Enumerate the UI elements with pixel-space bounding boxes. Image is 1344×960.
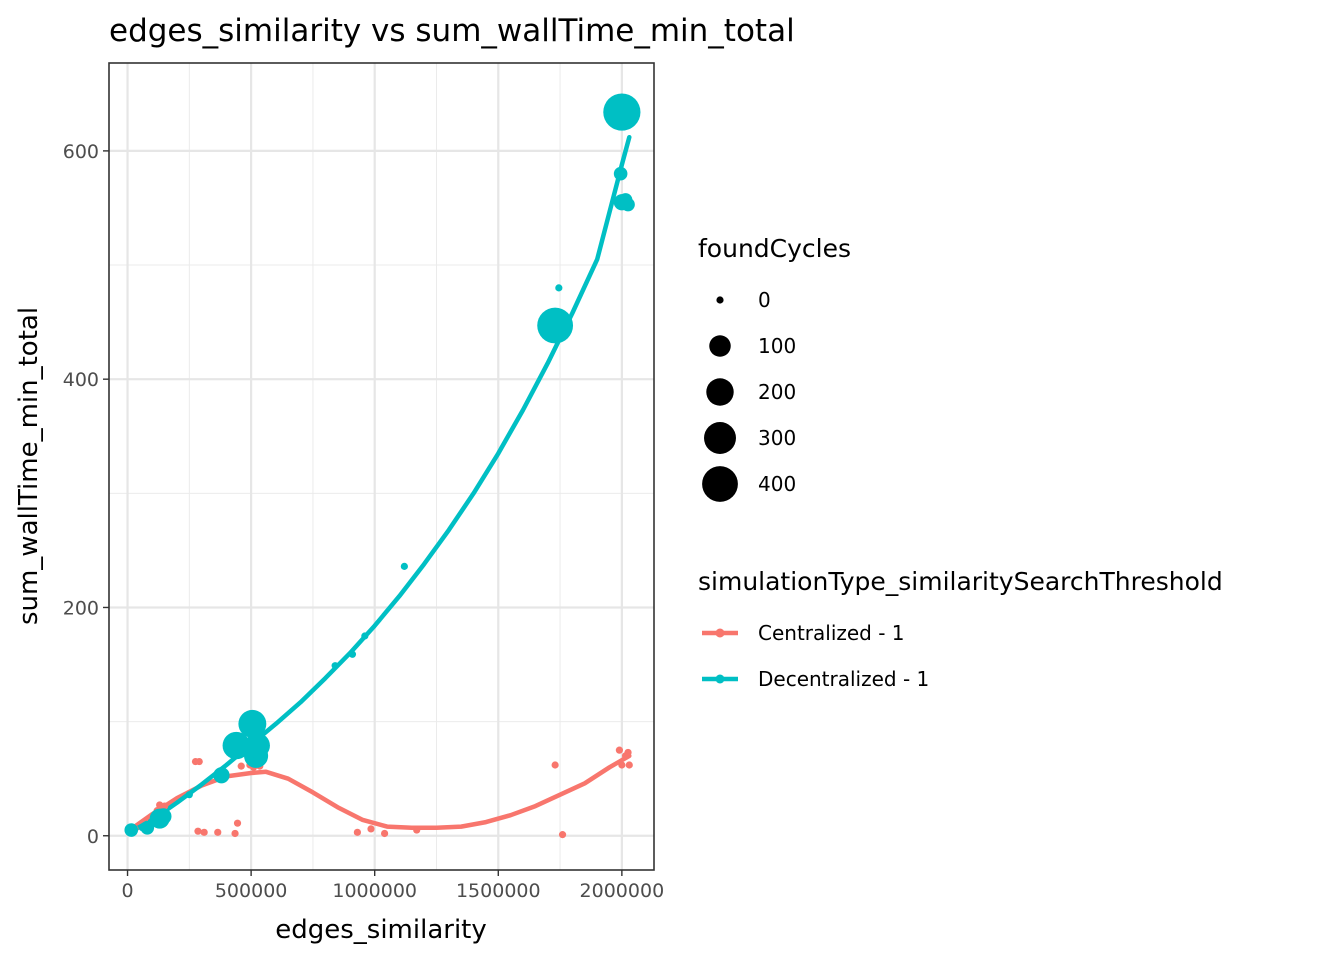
plot-background [109, 63, 654, 870]
x-axis-title: edges_similarity [275, 915, 487, 945]
data-point [537, 307, 574, 344]
data-point [130, 827, 138, 835]
size-legend-label: 0 [758, 288, 771, 312]
size-legend-key [716, 296, 724, 304]
y-tick-label: 0 [87, 826, 99, 848]
x-tick-label: 1500000 [456, 880, 541, 902]
data-point [551, 761, 559, 769]
data-point [161, 802, 169, 810]
size-legend-label: 200 [758, 380, 796, 404]
data-point [558, 831, 567, 839]
size-legend-key [702, 466, 738, 502]
color-legend-dot [715, 628, 725, 638]
data-point [237, 762, 245, 770]
data-point [613, 166, 628, 181]
size-legend-key [706, 378, 734, 406]
data-point [361, 632, 369, 640]
data-point [155, 808, 172, 825]
data-point [238, 709, 267, 738]
color-legend-label: Decentralized - 1 [758, 667, 929, 691]
data-point [200, 828, 208, 836]
size-legend-label: 100 [758, 334, 796, 358]
data-point [615, 746, 623, 754]
y-axis-title: sum_wallTime_min_total [14, 307, 44, 625]
color-legend: simulationType_similaritySearchThreshold… [698, 567, 1223, 691]
data-point [555, 284, 563, 292]
data-point [367, 825, 375, 833]
data-point [194, 827, 202, 835]
y-axis: 0 200 400 600 [63, 141, 109, 848]
smooth-line [127, 753, 632, 833]
size-legend-title: foundCycles [698, 234, 851, 263]
data-point [231, 829, 239, 838]
x-tick-label: 2000000 [580, 880, 665, 902]
data-point [624, 748, 632, 757]
plot-panel [108, 62, 655, 871]
color-legend-title: simulationType_similaritySearchThreshold [698, 567, 1223, 596]
data-point [621, 197, 635, 212]
plot-border [108, 62, 655, 871]
data-point [603, 93, 641, 131]
color-legend-items: Centralized - 1 Decentralized - 1 [702, 621, 929, 691]
data-point [222, 731, 251, 760]
x-axis: 0 500000 1000000 1500000 2000000 [121, 870, 664, 902]
data-point [213, 767, 230, 784]
color-legend-dot [715, 674, 725, 684]
data-point [348, 650, 357, 658]
size-legend-items: 0 100 200 300 400 [702, 288, 796, 502]
y-tick-label: 600 [63, 141, 99, 163]
size-legend-label: 400 [758, 472, 796, 496]
size-legend-key [704, 422, 736, 454]
color-legend-label: Centralized - 1 [758, 621, 905, 645]
data-point [244, 732, 270, 759]
data-point [380, 829, 389, 838]
x-tick-label: 500000 [215, 880, 288, 902]
size-legend: foundCycles 0 100 200 300 400 [698, 234, 851, 502]
data-point [195, 757, 203, 766]
data-point [413, 826, 421, 834]
data-point [400, 562, 408, 570]
chart-title: edges_similarity vs sum_wallTime_min_tot… [109, 13, 795, 49]
data-point [185, 791, 193, 799]
data-point [214, 828, 222, 836]
data-point [331, 662, 339, 670]
y-tick-label: 400 [63, 369, 99, 391]
x-tick-label: 1000000 [332, 880, 417, 902]
data-point [618, 761, 626, 769]
size-legend-key [709, 335, 731, 357]
data-point [353, 828, 362, 836]
data-points [124, 93, 641, 839]
y-tick-label: 200 [63, 597, 99, 619]
size-legend-label: 300 [758, 426, 796, 450]
data-point [625, 761, 633, 769]
x-tick-label: 0 [121, 880, 133, 902]
data-point [233, 819, 242, 827]
